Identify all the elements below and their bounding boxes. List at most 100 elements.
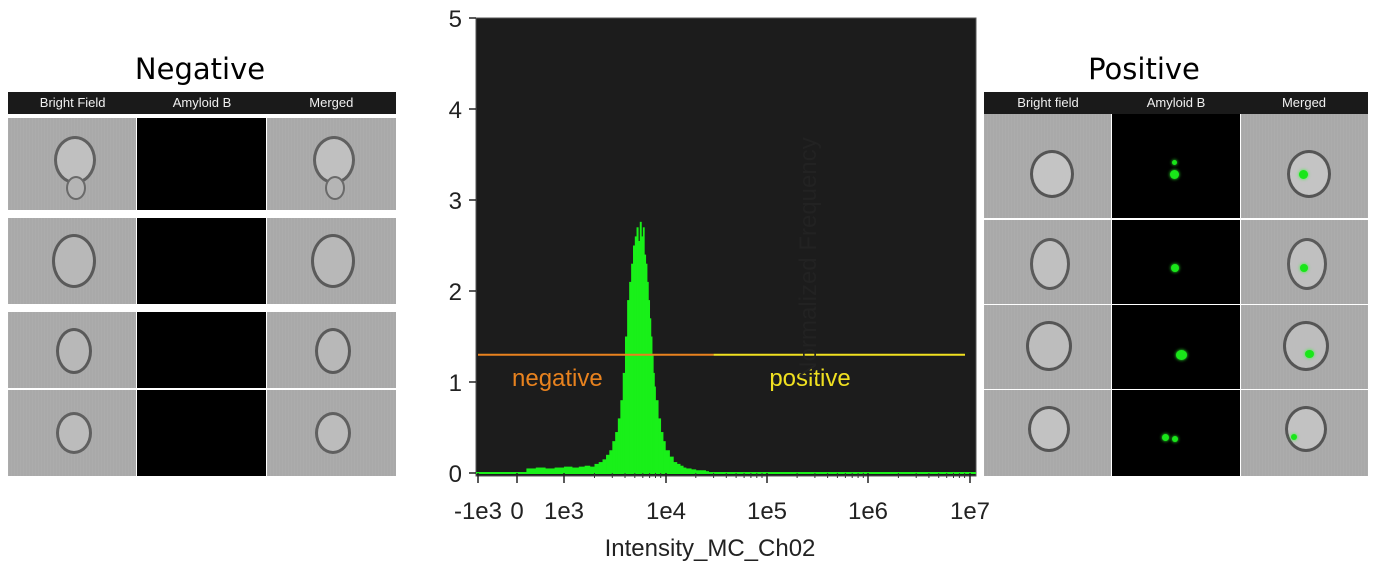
positive-amyloid-image-1 <box>1112 114 1240 218</box>
x-axis-ticks: -1e3 0 1e3 1e4 1e5 1e6 1e7 <box>454 473 990 525</box>
histogram-bar <box>699 470 707 473</box>
positive-brightfield-image-3 <box>984 305 1111 389</box>
histogram-bar <box>545 468 555 473</box>
x-tick-label: 1e3 <box>544 498 584 525</box>
histogram-bar <box>609 450 613 473</box>
positive-gallery-header: Bright field Amyloid B Merged <box>984 92 1368 114</box>
plot-area <box>475 17 977 477</box>
x-tick-label: -1e3 <box>454 498 502 525</box>
histogram-bar <box>629 281 632 473</box>
histogram-bar <box>594 463 600 473</box>
y-tick-label: 5 <box>449 6 462 33</box>
negative-amyloid-image-1 <box>137 118 266 210</box>
x-tick-label: 1e5 <box>747 498 787 525</box>
positive-brightfield-image-1 <box>984 114 1111 218</box>
histogram-bar <box>620 400 624 473</box>
positive-merged-image-3 <box>1241 305 1368 389</box>
negative-brightfield-image-3 <box>8 312 136 388</box>
x-tick-label: 0 <box>510 498 523 525</box>
histogram-bar <box>663 441 666 473</box>
histogram-bar <box>622 372 626 473</box>
negative-amyloid-image-3 <box>137 312 266 388</box>
positive-amyloid-image-4 <box>1112 390 1240 476</box>
histogram-bar <box>578 466 586 473</box>
negative-amyloid-image-2 <box>137 218 266 304</box>
histogram-bar <box>526 468 537 473</box>
positive-brightfield-image-4 <box>984 390 1111 476</box>
negative-merged-image-1 <box>267 118 396 210</box>
histogram-bar <box>654 386 656 473</box>
intensity-histogram-chart: negative positive 0 1 2 3 4 5 -1e3 0 1e3 1e4 1e5 1e… <box>449 6 990 562</box>
histogram-bar <box>617 418 621 473</box>
histogram-bar <box>627 300 630 473</box>
histogram-bar <box>644 254 647 473</box>
histogram-bar <box>639 221 642 473</box>
histogram-bar <box>649 318 652 473</box>
negative-image-gallery: Bright Field Amyloid B Merged <box>8 92 396 476</box>
y-tick-label: 2 <box>449 279 462 306</box>
positive-amyloid-image-2 <box>1112 220 1240 304</box>
negative-column-amyloid-b: Amyloid B <box>172 95 232 110</box>
row-divider-line <box>984 218 1156 220</box>
histogram-bar <box>584 465 591 473</box>
negative-amyloid-image-4 <box>137 390 266 476</box>
histogram-bar <box>535 467 546 473</box>
histogram-bar <box>680 465 684 473</box>
histogram-bar <box>650 336 653 473</box>
histogram-bar <box>554 467 565 473</box>
histogram-bar <box>658 418 662 473</box>
histogram-bar <box>660 432 664 473</box>
positive-gate-label: positive <box>769 365 850 392</box>
histogram-bar <box>685 468 692 473</box>
negative-merged-image-2 <box>267 218 396 304</box>
histogram-bar <box>589 466 595 473</box>
histogram-bar <box>564 466 573 473</box>
histogram-bar <box>648 300 651 473</box>
histogram-bar <box>645 263 648 473</box>
positive-merged-image-1 <box>1241 114 1368 218</box>
negative-brightfield-image-4 <box>8 390 136 476</box>
x-tick-label: 1e4 <box>646 498 686 525</box>
gate-lines: negative positive <box>478 353 965 392</box>
histogram-bar <box>631 263 634 473</box>
negative-gallery-header: Bright Field Amyloid B Merged <box>8 92 396 114</box>
histogram-bar <box>655 400 659 473</box>
histogram-bar <box>615 432 619 473</box>
histogram-bar <box>598 462 603 473</box>
positive-merged-image-2 <box>1241 220 1368 304</box>
x-tick-label: 1e7 <box>950 498 990 525</box>
histogram-bar <box>642 227 645 473</box>
y-tick-label: 4 <box>449 97 462 124</box>
y-axis-ticks: 0 1 2 3 4 5 <box>449 6 476 488</box>
negative-panel-title: Negative <box>134 52 266 86</box>
y-tick-label: 0 <box>449 461 462 488</box>
histogram-bar <box>606 454 610 473</box>
histogram-bar <box>695 470 701 473</box>
histogram-bar <box>665 450 670 473</box>
x-axis-label: Intensity_MC_Ch02 <box>605 535 816 562</box>
histogram-bar <box>636 227 639 473</box>
x-tick-label: 1e6 <box>848 498 888 525</box>
histogram-bar <box>691 469 697 473</box>
negative-merged-image-4 <box>267 390 396 476</box>
histogram-bar <box>669 456 674 473</box>
histogram-bar <box>673 462 678 473</box>
negative-column-merged: Merged <box>309 95 354 110</box>
histogram-bars <box>526 221 710 473</box>
histogram-bar <box>676 463 681 473</box>
positive-brightfield-image-2 <box>984 220 1111 304</box>
negative-column-bright-field: Bright Field <box>39 95 106 110</box>
negative-merged-image-3 <box>267 312 396 388</box>
histogram-bar <box>638 240 641 473</box>
negative-brightfield-image-1 <box>8 118 136 210</box>
histogram-bar <box>647 281 649 473</box>
histogram-bar <box>653 372 655 473</box>
positive-merged-image-4 <box>1241 390 1368 476</box>
histogram-bar <box>602 459 607 473</box>
y-tick-label: 3 <box>449 188 462 215</box>
histogram-bar <box>572 467 580 473</box>
negative-gate-label: negative <box>512 365 603 392</box>
positive-image-gallery: Bright field Amyloid B Merged <box>984 92 1368 476</box>
histogram-bar <box>624 336 628 473</box>
histogram-bar <box>612 441 616 473</box>
